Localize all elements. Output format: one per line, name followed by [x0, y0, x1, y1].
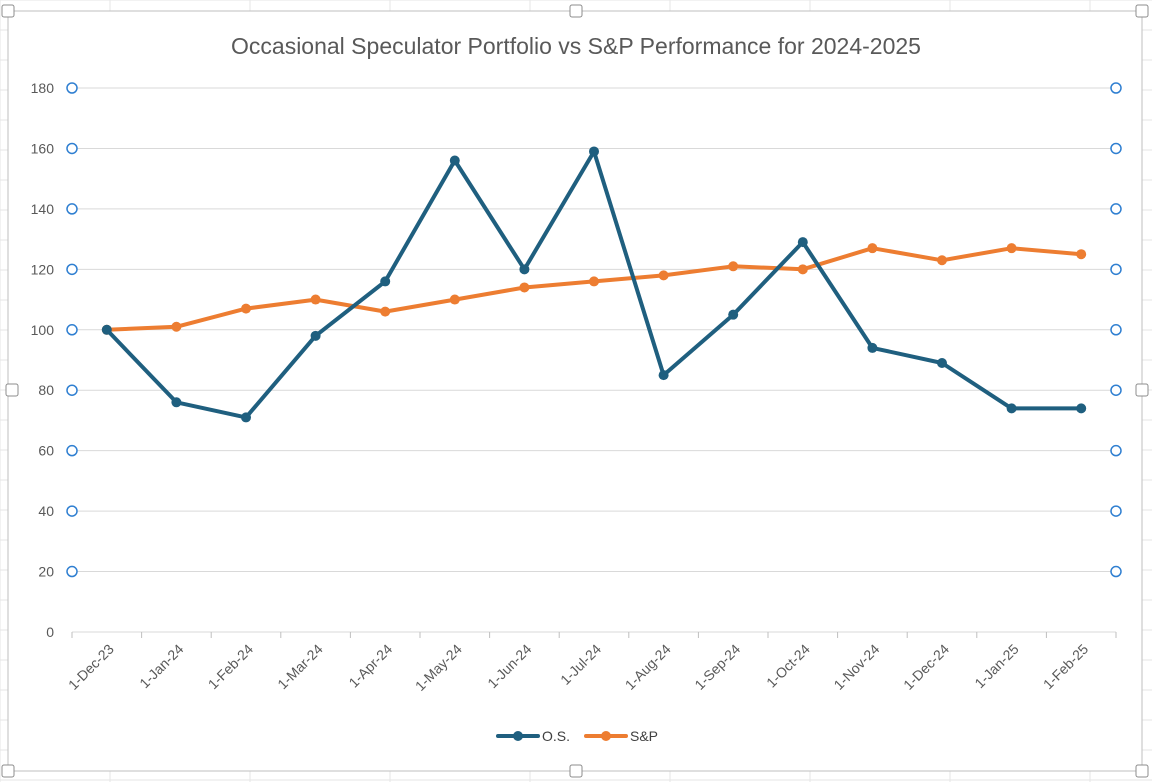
data-point-s-p[interactable] [519, 282, 530, 293]
legend-marker-s-p[interactable] [601, 731, 611, 741]
axis-selection-handle[interactable] [66, 82, 78, 94]
data-point-s-p[interactable] [171, 321, 182, 332]
axis-selection-handle[interactable] [66, 142, 78, 155]
y-tick-label: 20 [38, 564, 54, 580]
axis-selection-handle[interactable] [1110, 82, 1122, 94]
resize-handle[interactable] [1, 764, 15, 778]
data-point-o-s[interactable] [658, 370, 669, 381]
axis-selection-handle[interactable] [1110, 324, 1122, 336]
y-axis-labels: 0 20 40 60 80 100 120 140 160 180 [31, 80, 55, 640]
legend[interactable]: O.S. S&P [496, 728, 658, 744]
data-point-s-p[interactable] [728, 261, 739, 272]
data-point-o-s[interactable] [589, 146, 599, 157]
y-tick-label: 100 [31, 322, 55, 338]
data-point-s-p[interactable] [380, 306, 391, 317]
y-tick-label: 120 [31, 261, 55, 277]
legend-label-s-p[interactable]: S&P [630, 728, 658, 744]
axis-selection-handle[interactable] [66, 203, 78, 215]
data-point-s-p[interactable] [658, 270, 669, 281]
resize-handle[interactable] [569, 764, 583, 778]
data-point-o-s[interactable] [797, 237, 808, 248]
data-point-o-s[interactable] [1076, 403, 1087, 414]
data-point-o-s[interactable] [728, 309, 739, 320]
data-point-s-p[interactable] [797, 264, 808, 275]
data-point-o-s[interactable] [449, 155, 460, 166]
y-tick-label: 0 [46, 624, 54, 640]
resize-handle[interactable] [1135, 383, 1149, 397]
axis-selection-handle[interactable] [66, 505, 78, 517]
y-tick-label: 60 [38, 443, 54, 459]
resize-handle[interactable] [569, 4, 583, 18]
legend-label-o-s[interactable]: O.S. [542, 728, 570, 744]
axis-selection-handle[interactable] [66, 384, 78, 396]
data-point-o-s[interactable] [310, 330, 321, 341]
axis-selection-handle[interactable] [1110, 384, 1122, 396]
axis-selection-handle[interactable] [1110, 142, 1122, 155]
axis-selection-handle[interactable] [1110, 263, 1122, 276]
data-point-o-s[interactable] [867, 342, 878, 353]
y-tick-label: 40 [38, 503, 54, 519]
data-point-s-p[interactable] [1076, 249, 1087, 260]
data-point-s-p[interactable] [937, 255, 947, 266]
axis-selection-handle[interactable] [66, 444, 78, 457]
axis-selection-handle[interactable] [1110, 203, 1122, 215]
axis-selection-handle[interactable] [66, 324, 78, 336]
axis-selection-handle[interactable] [1110, 444, 1122, 457]
data-point-s-p[interactable] [449, 294, 460, 305]
y-tick-label: 140 [31, 201, 55, 217]
data-point-o-s[interactable] [519, 264, 530, 275]
data-point-o-s[interactable] [380, 276, 391, 287]
data-point-s-p[interactable] [310, 294, 321, 305]
resize-handle[interactable] [1135, 764, 1149, 778]
data-point-s-p[interactable] [867, 243, 878, 254]
resize-handle[interactable] [5, 383, 19, 397]
plot-series[interactable] [101, 146, 1087, 423]
y-tick-label: 180 [31, 80, 55, 96]
data-point-s-p[interactable] [589, 276, 599, 287]
y-tick-label: 80 [38, 382, 54, 398]
chart-title: Occasional Speculator Portfolio vs S&P P… [231, 33, 921, 59]
data-point-s-p[interactable] [1006, 243, 1017, 254]
data-point-o-s[interactable] [101, 324, 112, 335]
axis-selection-handle[interactable] [1110, 565, 1122, 578]
legend-marker-o-s[interactable] [513, 731, 523, 741]
data-point-o-s[interactable] [241, 412, 251, 423]
data-point-s-p[interactable] [241, 303, 251, 314]
axis-selection-handle[interactable] [66, 263, 78, 276]
data-point-o-s[interactable] [937, 358, 947, 369]
axis-selection-handle[interactable] [1110, 505, 1122, 517]
resize-handle[interactable] [1, 4, 15, 18]
data-point-o-s[interactable] [171, 397, 182, 408]
resize-handle[interactable] [1135, 4, 1149, 18]
axis-selection-handle[interactable] [66, 565, 78, 578]
data-point-o-s[interactable] [1006, 403, 1017, 414]
selection-handles[interactable] [1, 4, 1149, 778]
y-tick-label: 160 [31, 140, 55, 156]
